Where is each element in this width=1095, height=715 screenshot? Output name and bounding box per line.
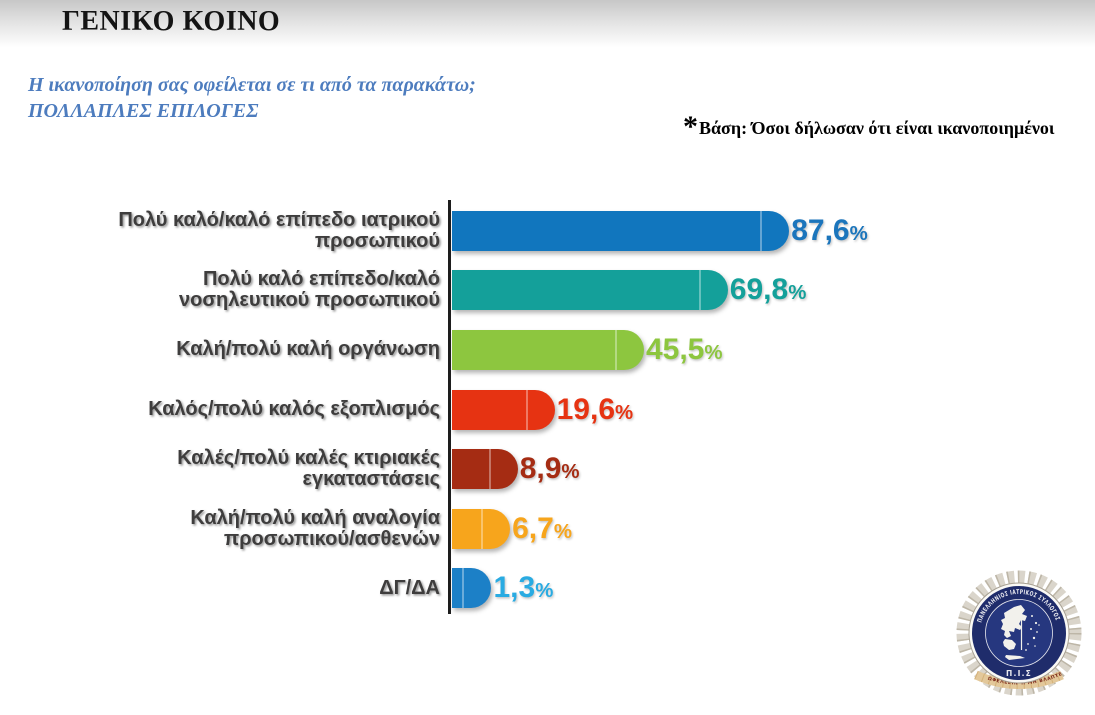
category-label: Πολύ καλό επίπεδο/καλό νοσηλευτικού προσω… — [0, 261, 440, 321]
percent-sign: % — [553, 520, 572, 543]
bar — [452, 508, 511, 549]
value-label: 1,3% — [493, 571, 553, 605]
header-band — [0, 0, 1095, 50]
bar — [452, 568, 492, 609]
medical-association-seal: ΩΦΕΛΕΕΙΝ Ή ΜΗ ΒΛΑΠΤΕΙΝ ΠΑΝΕΛΛΗΝΙΟΣ ΙΑΤΡΙ… — [948, 566, 1082, 696]
category-label-line: νοσηλευτικού προσωπικού — [178, 289, 440, 312]
value-label: 45,5% — [646, 333, 723, 367]
bar — [452, 449, 518, 490]
category-label-line: Καλές/πολύ καλές κτιριακές — [177, 447, 440, 470]
value-number: 45,5 — [645, 333, 705, 366]
value-label: 6,7% — [512, 512, 572, 546]
value-number: 8,9 — [519, 452, 562, 486]
category-label: Καλή/πολύ καλή αναλογία προσωπικού/ασθενώ… — [0, 499, 440, 559]
note-asterisk: * — [683, 110, 698, 143]
base-note: *Βάση: Όσοι δήλωσαν ότι είναι ικανοποιημ… — [683, 110, 1055, 144]
percent-sign: % — [704, 342, 723, 364]
caduceus-icon — [1020, 615, 1023, 650]
category-label-line: Καλός/πολύ καλός εξοπλισμός — [148, 398, 440, 421]
bar — [452, 389, 555, 430]
category-label: Πολύ καλό/καλό επίπεδο ιατρικού προσωπικο… — [0, 201, 440, 261]
logo-abbreviation: Π.Ι.Σ — [1006, 669, 1032, 678]
value-label: 87,6% — [791, 214, 868, 248]
percent-sign: % — [849, 222, 868, 245]
bar — [452, 210, 790, 251]
value-label: 69,8% — [730, 273, 807, 307]
bar — [452, 330, 644, 370]
percent-sign: % — [535, 580, 554, 603]
value-number: 19,6 — [556, 392, 615, 426]
category-label-line: ΔΓ/ΔΑ — [379, 576, 440, 599]
note-text: Βάση: Όσοι δήλωσαν ότι είναι ικανοποιημέ… — [699, 118, 1055, 138]
greece-map-icon — [1001, 605, 1040, 660]
category-label-line: Καλή/πολύ καλή οργάνωση — [176, 338, 440, 361]
category-label-line: προσωπικού/ασθενών — [223, 527, 440, 550]
category-label-line: Καλή/πολύ καλή αναλογία — [190, 506, 440, 529]
category-label: Καλή/πολύ καλή οργάνωση — [0, 320, 440, 380]
category-label: ΔΓ/ΔΑ — [0, 559, 440, 619]
category-label-line: εγκαταστάσεις — [302, 468, 440, 491]
category-label-line: προσωπικού — [314, 229, 440, 252]
percent-sign: % — [561, 461, 580, 484]
percent-sign: % — [615, 401, 634, 424]
question-line-2: ΠΟΛΛΑΠΛΕΣ ΕΠΙΛΟΓΕΣ — [28, 100, 259, 122]
question-line-1: Η ικανοποίηση σας οφείλεται σε τι από τα… — [28, 74, 476, 96]
category-label: Καλός/πολύ καλός εξοπλισμός — [0, 380, 440, 440]
question-text: Η ικανοποίηση σας οφείλεται σε τι από τα… — [28, 72, 476, 124]
page-title: ΓΕΝΙΚΟ ΚΟΙΝΟ — [62, 6, 281, 37]
value-label: 8,9% — [520, 452, 580, 486]
y-axis-line — [448, 200, 451, 614]
percent-sign: % — [788, 282, 807, 305]
category-label-line: Πολύ καλό επίπεδο/καλό — [202, 268, 440, 291]
value-number: 69,8 — [729, 273, 789, 307]
category-label-line: Πολύ καλό/καλό επίπεδο ιατρικού — [118, 208, 440, 231]
category-label: Καλές/πολύ καλές κτιριακές εγκαταστάσεις — [0, 439, 440, 499]
value-number: 87,6 — [791, 213, 850, 247]
value-number: 6,7 — [512, 511, 554, 545]
value-label: 19,6% — [557, 393, 634, 427]
bar — [452, 270, 728, 311]
value-number: 1,3 — [493, 571, 536, 605]
